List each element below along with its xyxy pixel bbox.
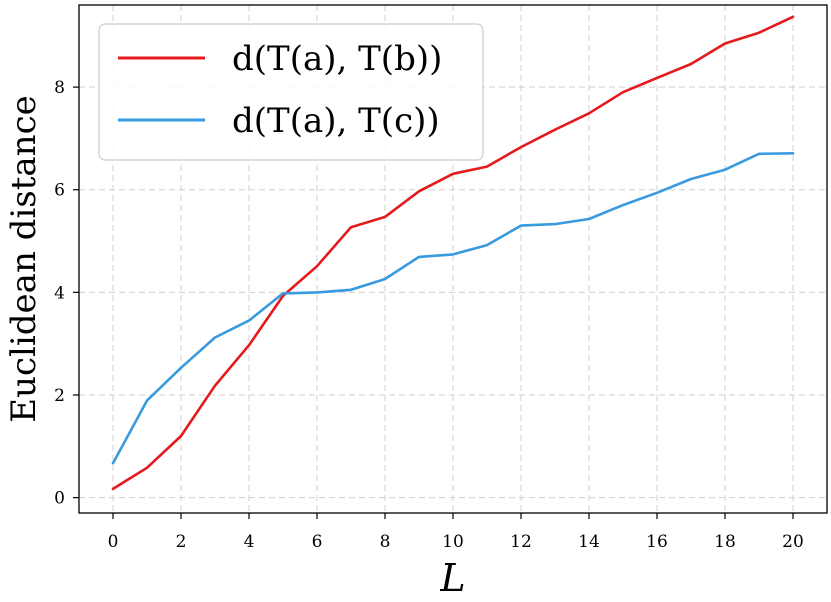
y-axis-label: Euclidean distance [4, 95, 44, 422]
x-tick-label: 18 [714, 532, 736, 552]
x-tick-label: 20 [782, 532, 804, 552]
x-tick-label: 4 [244, 532, 255, 552]
series-line-1 [111, 15, 795, 491]
x-tick-label: 2 [176, 532, 187, 552]
legend-label-series-1: d(T(a), T(b)) [232, 39, 442, 79]
x-axis-label: L [439, 556, 465, 600]
legend-label-series-2: d(T(a), T(c)) [232, 101, 440, 141]
x-tick-label: 14 [578, 532, 600, 552]
x-tick-label: 8 [380, 532, 391, 552]
x-tick-label: 0 [108, 532, 119, 552]
legend: d(T(a), T(b)) d(T(a), T(c)) [98, 23, 484, 161]
y-tick-label: 0 [54, 489, 65, 509]
y-tick-label: 4 [54, 283, 65, 303]
x-tick-label: 12 [510, 532, 532, 552]
y-tick-label: 8 [54, 78, 65, 98]
series-lines [111, 15, 795, 491]
x-tick-label: 6 [312, 532, 323, 552]
tick-labels: 0 2 4 6 8 10 12 14 16 18 20 0 2 4 6 8 [54, 78, 804, 552]
y-tick-label: 2 [54, 386, 65, 406]
x-tick-label: 10 [442, 532, 464, 552]
y-tick-label: 6 [54, 181, 65, 201]
series-line-2 [111, 152, 795, 465]
x-tick-label: 16 [646, 532, 668, 552]
ticks [73, 86, 794, 519]
